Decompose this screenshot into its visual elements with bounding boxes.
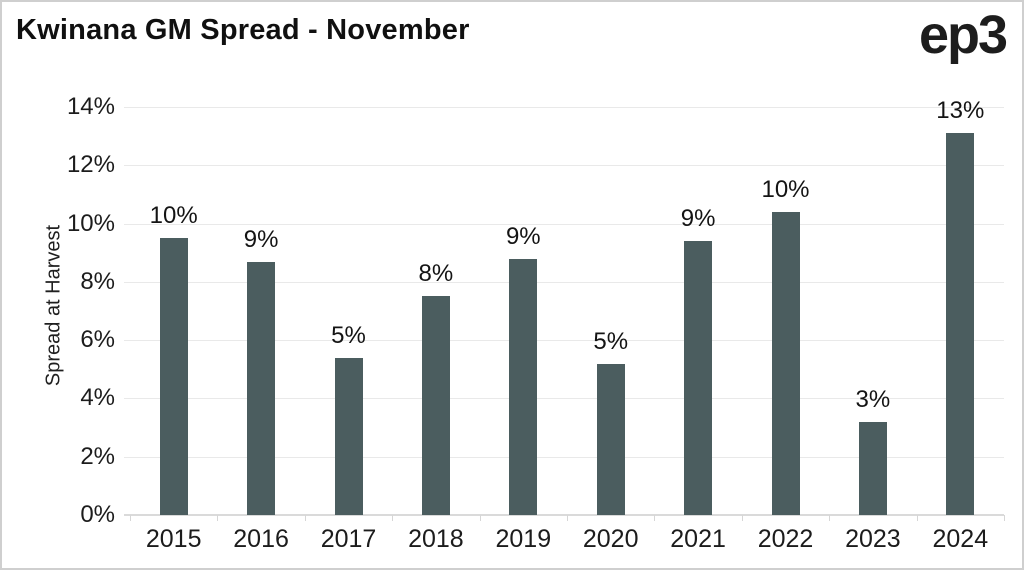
x-tick-label: 2022 bbox=[757, 525, 814, 553]
x-tick-label: 2024 bbox=[932, 525, 989, 553]
bar-2024 bbox=[946, 133, 975, 515]
x-tick-label: 2015 bbox=[145, 525, 202, 553]
x-axis-tick-mark bbox=[392, 515, 394, 521]
bar-2019 bbox=[509, 258, 538, 515]
bar-2015 bbox=[159, 238, 188, 515]
y-tick-label: 6% bbox=[80, 326, 115, 354]
x-axis-tick-mark bbox=[1004, 515, 1005, 521]
y-tick-label: 2% bbox=[80, 442, 115, 470]
x-axis-line bbox=[124, 514, 1004, 516]
y-tick-label: 0% bbox=[80, 501, 115, 528]
x-tick-label: 2021 bbox=[670, 525, 726, 553]
bar-2016 bbox=[247, 261, 276, 515]
x-tick-label: 2023 bbox=[845, 525, 901, 553]
bar-value-label: 9% bbox=[243, 225, 279, 253]
bar-2023 bbox=[858, 421, 887, 515]
x-axis-tick-mark bbox=[304, 515, 306, 521]
x-tick-label: 2019 bbox=[495, 525, 552, 553]
gridline bbox=[124, 223, 1004, 225]
x-tick-label: 2018 bbox=[408, 525, 464, 553]
x-tick-label: 2017 bbox=[320, 525, 377, 553]
gridline bbox=[124, 456, 1004, 458]
bar-value-label: 8% bbox=[418, 260, 454, 288]
y-tick-label: 12% bbox=[66, 151, 115, 179]
chart-title: Kwinana GM Spread - November bbox=[16, 14, 470, 46]
bar-2022 bbox=[771, 211, 800, 515]
gridline bbox=[124, 281, 1004, 283]
bar-value-label: 5% bbox=[593, 327, 629, 355]
ep3-logo: ep3 bbox=[918, 5, 1008, 65]
x-axis-tick-mark bbox=[479, 515, 481, 521]
x-axis-tick-mark bbox=[217, 515, 219, 521]
gridline bbox=[124, 398, 1004, 400]
x-axis-tick-mark bbox=[916, 515, 918, 521]
y-tick-label: 10% bbox=[66, 209, 115, 237]
bar-2017 bbox=[334, 357, 363, 515]
bar-value-label: 10% bbox=[149, 202, 198, 230]
y-tick-label: 8% bbox=[80, 267, 115, 295]
bar-2018 bbox=[421, 296, 450, 515]
bar-value-label: 9% bbox=[505, 222, 541, 250]
gridline bbox=[124, 165, 1004, 167]
bar-value-label: 9% bbox=[680, 205, 716, 233]
bar-2021 bbox=[684, 241, 713, 515]
y-tick-label: 14% bbox=[66, 93, 115, 120]
y-tick-label: 4% bbox=[80, 384, 115, 412]
bar-value-label: 3% bbox=[855, 385, 891, 413]
x-axis-tick-mark bbox=[829, 515, 831, 521]
bar-value-label: 10% bbox=[761, 175, 810, 203]
x-axis-tick-mark bbox=[654, 515, 656, 521]
gridline bbox=[124, 340, 1004, 342]
bar-value-label: 13% bbox=[936, 97, 985, 125]
x-axis-tick-mark bbox=[130, 515, 131, 521]
plot-area: 10% 9% 5% 8% 9% 5% 9% 10% 3% 13% bbox=[124, 97, 1005, 521]
gridline bbox=[124, 107, 1004, 108]
x-tick-label: 2016 bbox=[233, 525, 289, 553]
bar-2020 bbox=[596, 363, 625, 515]
x-axis-tick-mark bbox=[567, 515, 568, 521]
x-tick-label: 2020 bbox=[582, 525, 639, 553]
bar-value-label: 5% bbox=[331, 321, 366, 349]
x-axis-tick-mark bbox=[741, 515, 743, 521]
